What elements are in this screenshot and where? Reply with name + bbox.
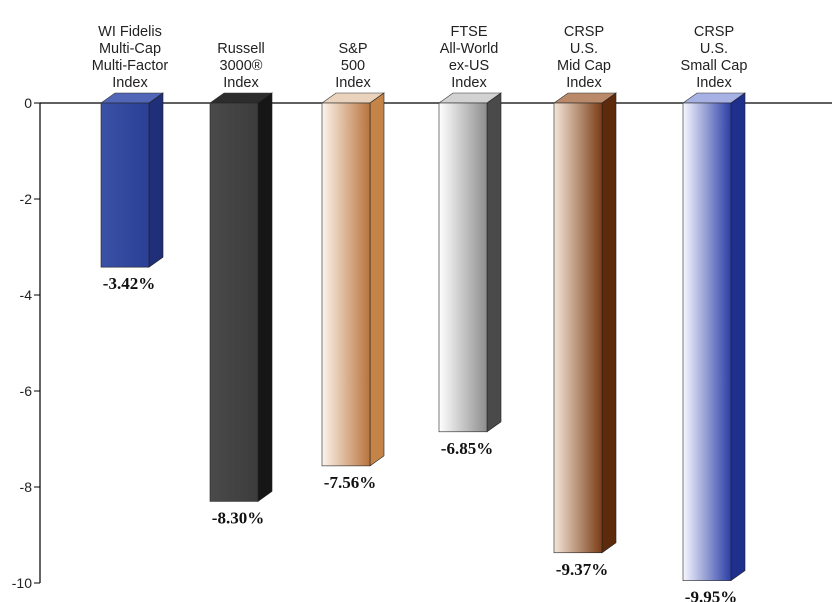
bar [682, 92, 746, 582]
category-label-line: U.S. [570, 41, 598, 57]
category-label: CRSP U.S. Mid Cap Index [557, 24, 611, 91]
category-label-line: S&P [338, 41, 367, 57]
y-tick-label: -2 [20, 191, 33, 207]
category-label-line: U.S. [700, 41, 728, 57]
category-label-line: WI Fidelis [98, 24, 162, 40]
data-label: -6.85% [441, 439, 493, 458]
chart-labels: -3.42% -8.30% -7.56% -6.85% -9.37% -9.95% WI F… [92, 24, 748, 602]
y-tick-label: 0 [24, 95, 32, 111]
category-label-line: Russell [217, 41, 265, 57]
bar-side-face [369, 92, 385, 467]
y-tick-label: -8 [20, 479, 33, 495]
bar-side-face [601, 92, 617, 554]
category-label-line: Index [335, 75, 371, 91]
category-label: S&P 500 Index [335, 41, 371, 91]
bar-front-face [209, 102, 259, 502]
category-label-line: Index [696, 75, 732, 91]
chart-bars [100, 92, 746, 582]
category-label: Russell 3000® Index [217, 41, 265, 91]
bar [553, 92, 617, 554]
bar [438, 92, 502, 433]
bar-front-face [100, 102, 150, 268]
bar-side-face [730, 92, 746, 582]
y-tick-label: -10 [12, 575, 32, 591]
data-label: -9.37% [556, 560, 608, 579]
bar [321, 92, 385, 467]
data-label: -9.95% [685, 588, 737, 602]
data-label: -8.30% [212, 508, 264, 527]
category-label-line: 3000® [220, 58, 263, 74]
bar-side-face [148, 92, 164, 268]
category-label-line: Small Cap [681, 58, 748, 74]
category-label-line: Index [451, 75, 487, 91]
bar-side-face [257, 92, 273, 502]
category-label-line: 500 [341, 58, 365, 74]
category-label-line: Mid Cap [557, 58, 611, 74]
bar [100, 92, 164, 268]
bar-front-face [438, 102, 488, 433]
category-label-line: ex-US [449, 58, 489, 74]
category-label-line: CRSP [564, 24, 604, 40]
bar-front-face [321, 102, 371, 467]
category-label-line: Index [223, 75, 259, 91]
category-label-line: Index [566, 75, 602, 91]
category-label: CRSP U.S. Small Cap Index [681, 24, 748, 91]
category-label-line: FTSE [450, 24, 487, 40]
category-label: WI Fidelis Multi-Cap Multi-Factor Index [92, 24, 169, 91]
bar [209, 92, 273, 502]
bar-side-face [486, 92, 502, 433]
bar-front-face [553, 102, 603, 554]
category-label: FTSE All-World ex-US Index [440, 24, 499, 91]
category-label-line: Multi-Cap [99, 41, 161, 57]
category-label-line: Index [112, 75, 148, 91]
data-label: -7.56% [324, 473, 376, 492]
category-label-line: All-World [440, 41, 499, 57]
y-tick-label: -4 [20, 287, 33, 303]
y-tick-label: -6 [20, 383, 33, 399]
bar-front-face [682, 102, 732, 581]
category-label-line: Multi-Factor [92, 58, 169, 74]
data-label: -3.42% [103, 274, 155, 293]
category-label-line: CRSP [694, 24, 734, 40]
